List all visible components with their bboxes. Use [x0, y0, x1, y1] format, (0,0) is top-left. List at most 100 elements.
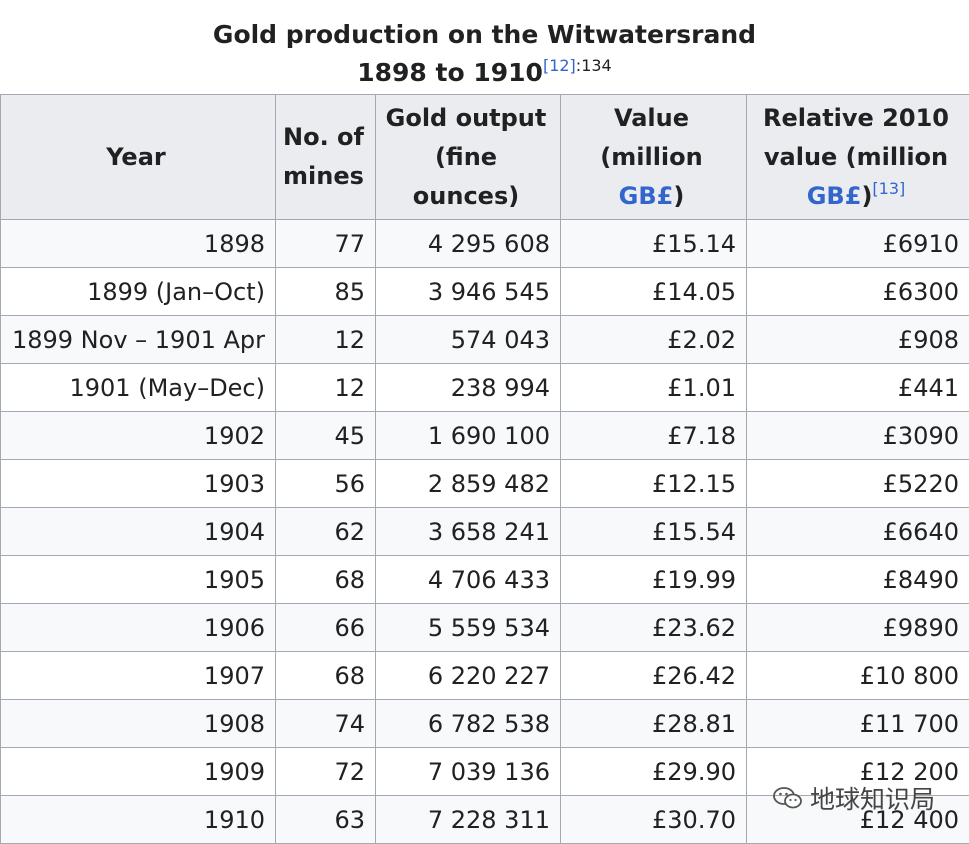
cell-mines: 12 [275, 363, 376, 412]
cell-year: 1909 [0, 747, 276, 796]
cell-value: £28.81 [560, 699, 747, 748]
cell-mines: 63 [275, 795, 376, 844]
cell-mines: 72 [275, 747, 376, 796]
cell-value: £1.01 [560, 363, 747, 412]
table-row: 1905 68 4 706 433 £19.99 £8490 [0, 555, 969, 604]
cell-gold-output: 3 946 545 [375, 267, 561, 316]
table-row: 1899 Nov – 1901 Apr 12 574 043 £2.02 £908 [0, 315, 969, 364]
cell-value: £15.54 [560, 507, 747, 556]
table-body: 1898 77 4 295 608 £15.14 £6910 1899 (Jan–Oct)… [0, 219, 969, 844]
cell-relative-value: £6910 [746, 219, 969, 268]
table-row: 1902 45 1 690 100 £7.18 £3090 [0, 411, 969, 460]
caption-ref-link[interactable]: [12] [542, 56, 576, 75]
cell-gold-output: 5 559 534 [375, 603, 561, 652]
header-mines[interactable]: No. of mines [275, 94, 376, 220]
cell-relative-value: £11 700 [746, 699, 969, 748]
cell-relative-value: £6300 [746, 267, 969, 316]
caption-citation: [12]:134 [543, 56, 612, 75]
cell-year: 1905 [0, 555, 276, 604]
cell-year: 1910 [0, 795, 276, 844]
cell-relative-value: £6640 [746, 507, 969, 556]
cell-mines: 74 [275, 699, 376, 748]
cell-gold-output: 574 043 [375, 315, 561, 364]
cell-mines: 68 [275, 651, 376, 700]
cell-mines: 56 [275, 459, 376, 508]
table-row: 1904 62 3 658 241 £15.54 £6640 [0, 507, 969, 556]
caption-subtitle: 1898 to 1910[12]:134 [0, 54, 969, 92]
cell-year: 1903 [0, 459, 276, 508]
table-row: 1907 68 6 220 227 £26.42 £10 800 [0, 651, 969, 700]
header-value[interactable]: Value (million GB£) [560, 94, 747, 220]
cell-value: £26.42 [560, 651, 747, 700]
cell-value: £15.14 [560, 219, 747, 268]
cell-year: 1899 Nov – 1901 Apr [0, 315, 276, 364]
caption-title: Gold production on the Witwatersrand [212, 20, 757, 49]
cell-mines: 85 [275, 267, 376, 316]
header-relative-label: Relative 2010 value (million [763, 103, 949, 171]
gbp-link-relative[interactable]: GB£ [806, 181, 862, 210]
cell-mines: 66 [275, 603, 376, 652]
cell-relative-value: £12 400 [746, 795, 969, 844]
cell-value: £29.90 [560, 747, 747, 796]
cell-value: £19.99 [560, 555, 747, 604]
cell-relative-value: £12 200 [746, 747, 969, 796]
cell-gold-output: 1 690 100 [375, 411, 561, 460]
table-row: 1906 66 5 559 534 £23.62 £9890 [0, 603, 969, 652]
table-caption: Gold production on the Witwatersrand 189… [0, 0, 969, 87]
cell-relative-value: £8490 [746, 555, 969, 604]
cell-year: 1898 [0, 219, 276, 268]
header-output[interactable]: Gold output (fine ounces) [375, 94, 561, 220]
table-row: 1908 74 6 782 538 £28.81 £11 700 [0, 699, 969, 748]
cell-value: £12.15 [560, 459, 747, 508]
cell-relative-value: £9890 [746, 603, 969, 652]
cell-value: £23.62 [560, 603, 747, 652]
cell-gold-output: 2 859 482 [375, 459, 561, 508]
cell-gold-output: 238 994 [375, 363, 561, 412]
cell-mines: 45 [275, 411, 376, 460]
cell-year: 1899 (Jan–Oct) [0, 267, 276, 316]
cell-year: 1901 (May–Dec) [0, 363, 276, 412]
table-row: 1899 (Jan–Oct) 85 3 946 545 £14.05 £6300 [0, 267, 969, 316]
table-row: 1903 56 2 859 482 £12.15 £5220 [0, 459, 969, 508]
cell-relative-value: £10 800 [746, 651, 969, 700]
header-year[interactable]: Year [0, 94, 276, 220]
table-header-row: Year No. of mines Gold output (fine ounc… [0, 94, 969, 220]
table-row: 1910 63 7 228 311 £30.70 £12 400 [0, 795, 969, 844]
cell-gold-output: 6 220 227 [375, 651, 561, 700]
cell-gold-output: 4 295 608 [375, 219, 561, 268]
cell-value: £2.02 [560, 315, 747, 364]
cell-value: £30.70 [560, 795, 747, 844]
header-relative-close: ) [861, 181, 873, 210]
relative-ref-link[interactable]: [13] [872, 178, 906, 198]
caption-years: 1898 to 1910 [357, 58, 543, 87]
cell-year: 1904 [0, 507, 276, 556]
cell-relative-value: £908 [746, 315, 969, 364]
table-row: 1901 (May–Dec) 12 238 994 £1.01 £441 [0, 363, 969, 412]
table-row: 1909 72 7 039 136 £29.90 £12 200 [0, 747, 969, 796]
cell-relative-value: £3090 [746, 411, 969, 460]
cell-gold-output: 3 658 241 [375, 507, 561, 556]
cell-value: £14.05 [560, 267, 747, 316]
cell-year: 1906 [0, 603, 276, 652]
header-value-close: ) [673, 181, 685, 210]
cell-mines: 12 [275, 315, 376, 364]
cell-relative-value: £441 [746, 363, 969, 412]
cell-year: 1902 [0, 411, 276, 460]
header-value-label: Value (million [600, 103, 703, 171]
cell-mines: 68 [275, 555, 376, 604]
cell-gold-output: 6 782 538 [375, 699, 561, 748]
cell-gold-output: 7 039 136 [375, 747, 561, 796]
cell-gold-output: 7 228 311 [375, 795, 561, 844]
cell-year: 1907 [0, 651, 276, 700]
header-relative-value[interactable]: Relative 2010 value (million GB£)[13] [746, 94, 969, 220]
caption-page: :134 [575, 56, 612, 75]
cell-mines: 77 [275, 219, 376, 268]
cell-relative-value: £5220 [746, 459, 969, 508]
cell-mines: 62 [275, 507, 376, 556]
gold-production-table: Year No. of mines Gold output (fine ounc… [0, 94, 969, 844]
table-row: 1898 77 4 295 608 £15.14 £6910 [0, 219, 969, 268]
cell-gold-output: 4 706 433 [375, 555, 561, 604]
cell-year: 1908 [0, 699, 276, 748]
gbp-link[interactable]: GB£ [618, 181, 674, 210]
cell-value: £7.18 [560, 411, 747, 460]
